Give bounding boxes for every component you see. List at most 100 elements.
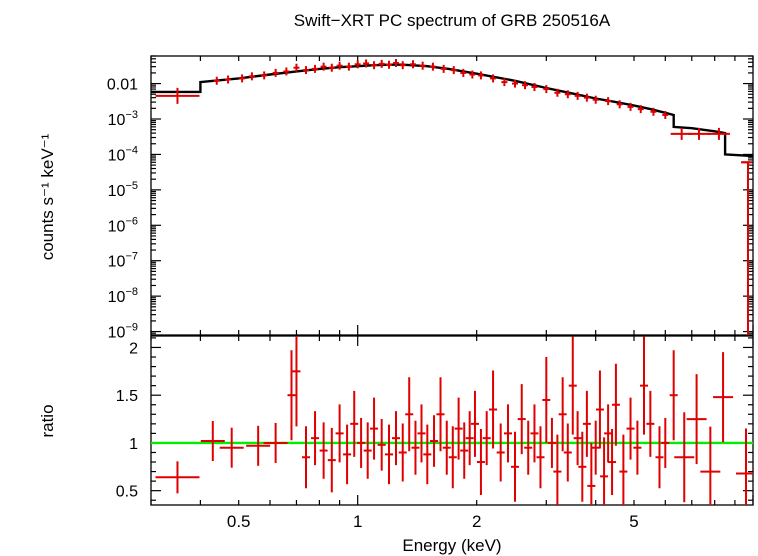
data-point [574,91,581,100]
data-point [393,59,400,68]
data-point [312,64,319,73]
ratio-point [423,424,432,485]
data-point [592,95,599,104]
ratio-point [600,437,609,505]
data-point [627,102,634,111]
ratio-point [460,422,469,479]
ratio-point [302,426,311,489]
spectrum-panel: 0.01 10−3 10−4 10−5 10−6 10−7 10−8 10−9 [107,55,754,342]
ratio-point [674,412,695,503]
ratio-point [436,377,445,452]
ratio-point [619,434,628,505]
data-point [378,59,385,68]
ratio-point [503,404,512,463]
data-point [662,110,669,119]
y-tick-label: 1 [129,436,138,453]
data-point [450,66,457,75]
y-tick-label: 10−7 [108,251,138,271]
ratio-point [442,420,451,475]
ratio-point [558,377,567,452]
y-tick-exponent: −3 [125,109,138,121]
data-point [328,63,335,72]
ratio-point [482,411,491,466]
ratio-point [547,417,556,468]
data-point [363,59,370,68]
data-point [543,85,550,94]
data-point [354,60,361,69]
data-point [707,127,730,140]
ratio-point [591,420,600,475]
ratio-point [363,422,372,479]
ratio-point [700,426,721,505]
data-point [512,79,519,88]
ratio-point [327,427,336,493]
ratio-point [587,442,596,505]
data-point [419,61,426,70]
ratio-point [465,411,474,466]
data-point [650,107,657,116]
ratio-point [511,431,520,502]
y-tick-label: 0.5 [116,484,138,501]
ratio-point [405,377,414,452]
ratio-point [686,374,707,465]
ratio-point [287,350,296,441]
x-axis-title: Energy (keV) [402,536,501,555]
data-point [399,61,406,70]
ratio-point [417,404,426,463]
data-point [371,61,378,70]
ratio-point [536,426,545,489]
ratio-point [292,336,301,427]
ratio-point [496,423,505,482]
data-point [345,62,352,71]
data-point [239,74,246,83]
data-point [605,97,612,106]
data-point [283,67,290,76]
ratio-point [573,411,582,466]
ratio-point [470,390,479,457]
data-point [320,62,327,71]
y-tick-label: 10−8 [108,286,138,306]
bottom-panel-y-axis-title: ratio [38,404,57,437]
ratio-point [517,384,526,455]
ratio-point [524,420,533,475]
ratio-point [263,422,288,463]
ratio-point [155,461,200,494]
ratio-point [669,350,678,441]
ratio-point [568,336,577,435]
y-tick-label: 10−3 [108,109,138,129]
y-tick-exponent: −6 [125,215,138,227]
data-point [440,64,447,73]
ratio-point [398,423,407,482]
spectrum-frame [150,55,754,336]
ratio-point [640,336,649,435]
ratio-point [476,429,485,496]
y-tick-exponent: −4 [125,144,138,156]
y-tick-label: 10−5 [108,180,138,200]
ratio-point [595,370,604,449]
ratio-panel: 0.5 1 2 5 0.5 1 1.5 2 [116,335,754,531]
x-tick-label: 0.5 [227,512,251,531]
ratio-point [200,421,225,462]
ratio-point [582,390,591,457]
ratio-point [311,411,320,466]
data-point [261,71,268,80]
data-point [272,68,279,77]
data-point [554,88,561,97]
y-tick-exponent: −5 [125,180,138,192]
y-tick-label: 1.5 [116,388,138,405]
ratio-point [335,404,344,463]
data-point [469,70,476,79]
ratio-point [735,428,753,505]
ratio-point [411,420,420,475]
ratio-point [377,419,386,471]
data-point [637,105,644,114]
ratio-point [350,390,359,457]
data-point [522,81,529,90]
ratio-point [454,397,463,460]
data-point [564,90,571,99]
y-tick-label: 2 [129,340,138,357]
data-point [385,60,392,69]
top-panel-y-axis-title: counts s⁻¹ keV⁻¹ [38,133,57,260]
ratio-point [542,356,551,443]
data-point [409,60,416,69]
